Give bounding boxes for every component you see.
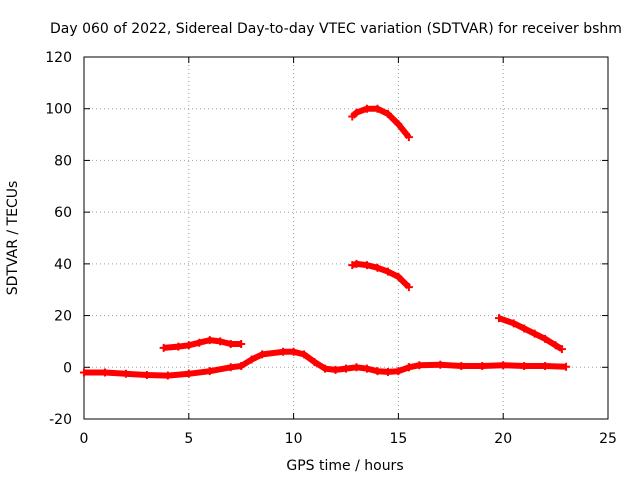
- series-segment-1: [80, 347, 413, 380]
- data-point: [348, 112, 357, 121]
- data-point: [415, 361, 424, 370]
- data-point: [226, 363, 235, 372]
- data-point: [404, 363, 413, 372]
- data-point: [195, 338, 204, 347]
- data-point: [362, 364, 371, 373]
- x-tick-label: 0: [80, 431, 89, 447]
- axis-ticks: 0 5 10 15 20 25 -20 0 20 40 60 80 100 120: [45, 50, 617, 447]
- data-point: [362, 104, 371, 113]
- y-tick-label: 0: [63, 360, 72, 376]
- data-point: [205, 336, 214, 345]
- data-point: [205, 367, 214, 376]
- data-series: [80, 104, 571, 380]
- y-tick-label: 100: [45, 102, 72, 118]
- series-line: [84, 348, 410, 379]
- data-point: [142, 371, 151, 380]
- data-point: [289, 347, 298, 356]
- y-tick-label: -20: [49, 412, 72, 428]
- data-point: [247, 355, 256, 364]
- data-point: [404, 283, 413, 292]
- series-line: [350, 105, 412, 140]
- data-point: [520, 361, 529, 370]
- data-point: [509, 319, 518, 328]
- data-point: [495, 314, 504, 323]
- series-segment-6: [495, 314, 566, 354]
- series-segment-4: [348, 259, 413, 292]
- y-tick-label: 40: [54, 257, 72, 273]
- data-point: [226, 340, 235, 349]
- x-tick-label: 15: [389, 431, 407, 447]
- plot-frame: [83, 56, 609, 420]
- data-point: [279, 347, 288, 356]
- data-point: [394, 272, 403, 281]
- data-point: [159, 343, 168, 352]
- chart-title: Day 060 of 2022, Sidereal Day-to-day VTE…: [50, 21, 622, 37]
- data-point: [383, 267, 392, 276]
- data-point: [373, 367, 382, 376]
- x-axis-title: GPS time / hours: [286, 458, 403, 474]
- data-point: [520, 324, 529, 333]
- data-point: [352, 108, 361, 117]
- data-point: [321, 364, 330, 373]
- data-point: [342, 364, 350, 373]
- data-point: [373, 263, 382, 272]
- data-point: [163, 371, 172, 380]
- data-point: [551, 341, 560, 350]
- data-point: [530, 329, 539, 338]
- data-point: [80, 368, 88, 377]
- data-point: [121, 369, 130, 378]
- data-point: [404, 133, 413, 142]
- series-segment-5: [348, 104, 413, 142]
- y-axis-title: SDTVAR / TECUs: [5, 181, 21, 296]
- y-tick-label: 60: [54, 205, 72, 221]
- data-point: [373, 104, 382, 113]
- x-tick-label: 5: [184, 431, 193, 447]
- data-point: [541, 334, 550, 343]
- data-point: [499, 361, 508, 370]
- data-point: [348, 261, 357, 270]
- x-tick-label: 25: [599, 431, 617, 447]
- y-tick-label: 20: [54, 309, 72, 325]
- y-tick-label: 80: [54, 153, 72, 169]
- data-point: [258, 350, 267, 359]
- data-point: [457, 361, 466, 370]
- series-segment-3: [159, 336, 246, 352]
- data-point: [237, 361, 246, 370]
- data-point: [184, 369, 193, 378]
- series-segment-2: [404, 360, 571, 372]
- data-point: [300, 350, 309, 359]
- data-point: [557, 345, 566, 354]
- data-point: [362, 261, 371, 270]
- data-point: [184, 341, 193, 350]
- data-point: [541, 361, 550, 370]
- y-tick-label: 120: [45, 50, 72, 66]
- x-tick-label: 20: [494, 431, 512, 447]
- data-point: [394, 120, 403, 129]
- data-point: [394, 367, 403, 376]
- data-point: [237, 340, 246, 349]
- data-point: [216, 337, 225, 346]
- data-point: [100, 368, 109, 377]
- data-point: [436, 360, 445, 369]
- data-point: [352, 363, 361, 372]
- data-point: [331, 365, 340, 374]
- data-point: [383, 367, 392, 376]
- data-point: [310, 358, 319, 367]
- x-tick-label: 10: [285, 431, 303, 447]
- data-point: [383, 109, 392, 118]
- grid-lines: [84, 57, 608, 419]
- data-point: [352, 259, 361, 268]
- data-point: [478, 361, 487, 370]
- data-point: [174, 342, 183, 351]
- data-point: [562, 362, 571, 371]
